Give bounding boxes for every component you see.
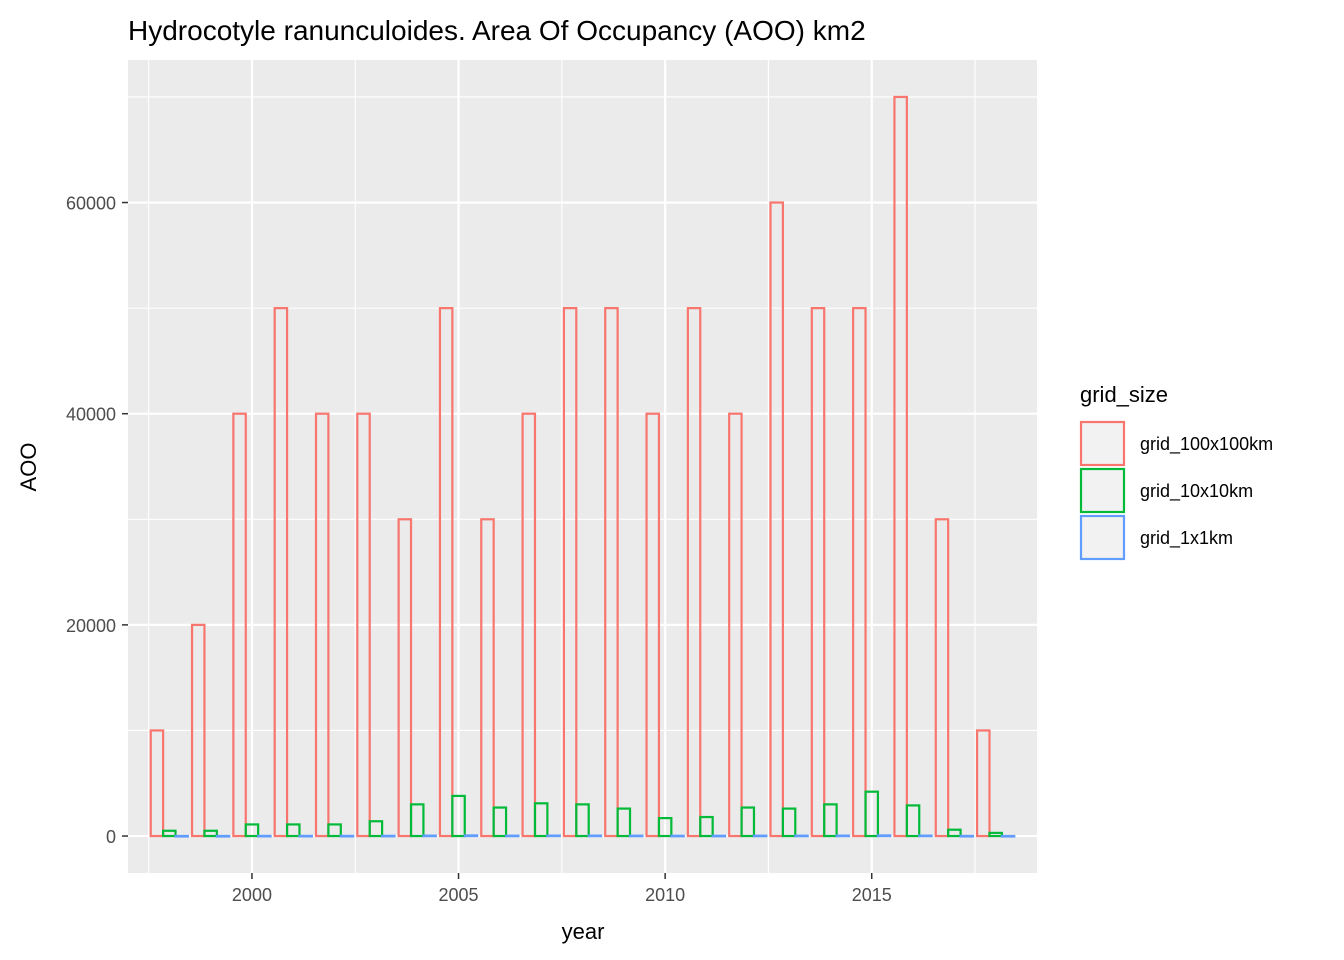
bar-grid_100x100km — [273, 307, 289, 838]
bar-grid_10x10km — [285, 823, 301, 838]
x-axis: 2000 2005 2010 2015 — [232, 873, 892, 905]
bar-grid_1x1km — [959, 834, 975, 838]
y-axis: 0 20000 40000 60000 — [66, 194, 128, 847]
bar-grid_10x10km — [781, 807, 797, 838]
bar-grid_100x100km — [604, 307, 619, 838]
bar-grid_1x1km — [918, 834, 933, 838]
bar-grid_10x10km — [657, 816, 673, 838]
bar-grid_100x100km — [975, 729, 991, 838]
bar-grid_10x10km — [244, 823, 260, 838]
bar-grid_1x1km — [546, 834, 561, 838]
y-tick-label: 20000 — [66, 616, 116, 636]
bar-grid_100x100km — [356, 412, 371, 838]
bar-grid_1x1km — [339, 834, 355, 838]
x-axis-label: year — [562, 919, 605, 944]
legend: grid_size grid_100x100kmgrid_10x10kmgrid… — [1079, 382, 1273, 561]
bar-grid_1x1km — [381, 834, 396, 838]
bar-grid_10x10km — [327, 823, 342, 838]
chart-title: Hydrocotyle ranunculoides. Area Of Occup… — [128, 15, 866, 46]
bar-grid_10x10km — [575, 803, 590, 838]
x-tick-label: 2005 — [439, 885, 479, 905]
bar-grid_10x10km — [616, 807, 632, 838]
bar-grid_10x10km — [823, 803, 838, 838]
bar-grid_1x1km — [422, 834, 437, 838]
bar-grid_100x100km — [190, 623, 206, 838]
bar-grid_100x100km — [232, 412, 247, 838]
bar-grid_10x10km — [409, 803, 425, 838]
legend-title: grid_size — [1080, 382, 1168, 407]
bar-grid_10x10km — [699, 815, 714, 838]
bar-grid_1x1km — [298, 834, 313, 838]
y-tick-label: 0 — [106, 827, 116, 847]
bar-grid_1x1km — [463, 834, 479, 838]
y-axis-label: AOO — [16, 443, 41, 492]
bar-grid_100x100km — [397, 518, 413, 838]
bar-grid_1x1km — [835, 834, 851, 838]
legend-label: grid_1x1km — [1140, 528, 1233, 549]
bar-grid_100x100km — [810, 307, 826, 838]
bar-grid_1x1km — [257, 834, 272, 838]
bar-grid_1x1km — [752, 834, 768, 838]
bar-grid_100x100km — [769, 201, 784, 838]
bar-grid_1x1km — [794, 834, 809, 838]
legend-label: grid_10x10km — [1140, 481, 1253, 502]
bar-grid_100x100km — [728, 412, 743, 838]
bar-grid_100x100km — [480, 518, 495, 838]
bar-grid_10x10km — [905, 804, 921, 838]
bar-grid_100x100km — [893, 95, 908, 838]
bar-grid_10x10km — [162, 829, 177, 838]
bar-grid_10x10km — [533, 802, 549, 838]
x-tick-label: 2010 — [645, 885, 685, 905]
bar-grid_100x100km — [314, 412, 330, 838]
bar-grid_1x1km — [174, 834, 190, 838]
bar-grid_1x1km — [628, 834, 644, 838]
x-tick-label: 2000 — [232, 885, 272, 905]
bars — [149, 95, 1016, 838]
bar-grid_10x10km — [451, 794, 466, 838]
bar-grid_1x1km — [587, 834, 603, 838]
plot-panel — [128, 60, 1037, 873]
bar-grid_100x100km — [521, 412, 537, 838]
bar-grid_10x10km — [988, 831, 1003, 838]
bar-grid_1x1km — [1000, 834, 1016, 838]
y-tick-label: 40000 — [66, 405, 116, 425]
bar-grid_1x1km — [504, 834, 520, 838]
y-tick-label: 60000 — [66, 194, 116, 214]
bar-grid_1x1km — [215, 834, 231, 838]
bar-grid_100x100km — [934, 518, 950, 838]
bar-grid_1x1km — [876, 834, 892, 838]
bar-grid_10x10km — [947, 828, 962, 838]
bar-grid_10x10km — [492, 806, 508, 838]
legend-label: grid_100x100km — [1140, 434, 1273, 455]
bar-grid_100x100km — [149, 729, 165, 838]
bar-grid_100x100km — [562, 307, 578, 838]
bar-grid_100x100km — [645, 412, 661, 838]
legend-key-grid_10x10km — [1079, 467, 1126, 514]
legend-items: grid_100x100km grid_10x10km grid_1x1km — [1079, 420, 1273, 561]
x-tick-label: 2015 — [852, 885, 892, 905]
bar-grid_10x10km — [864, 790, 880, 838]
bar-grid_100x100km — [686, 307, 702, 838]
bar-grid_100x100km — [438, 307, 454, 838]
bar-grid_10x10km — [368, 820, 384, 838]
legend-key-grid_1x1km — [1079, 514, 1126, 561]
bar-grid_100x100km — [852, 307, 867, 838]
bar-grid_10x10km — [740, 806, 756, 838]
bar-grid_1x1km — [711, 834, 727, 838]
legend-key-grid_100x100km — [1079, 420, 1126, 467]
bar-grid_10x10km — [203, 829, 218, 838]
bar-grid_1x1km — [670, 834, 685, 838]
